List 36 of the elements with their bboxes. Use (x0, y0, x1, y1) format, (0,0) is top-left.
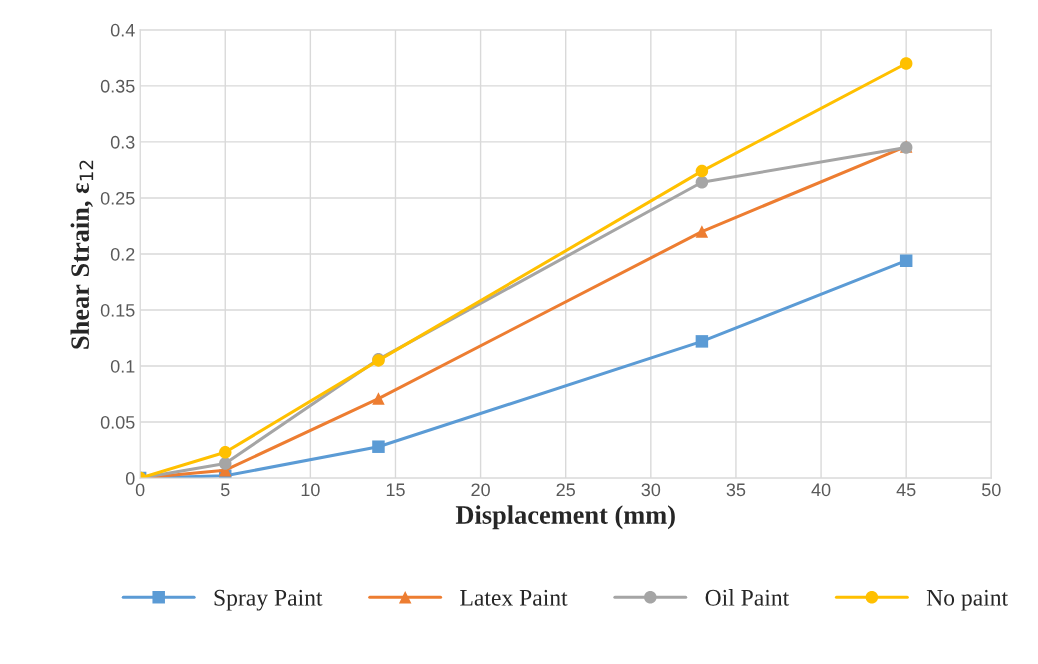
y-tick-label: 0.05 (100, 415, 135, 429)
x-tick-label: 10 (301, 483, 320, 497)
y-tick-label: 0.35 (100, 79, 135, 93)
point (695, 225, 709, 238)
point (899, 57, 913, 70)
point (695, 176, 709, 189)
x-tick-label: 35 (726, 483, 746, 497)
y-tick-label: 0.4 (110, 23, 135, 37)
y-tick-label: 0.2 (110, 247, 135, 261)
y-tick-label: 0 (125, 472, 135, 485)
x-tick-label: 20 (471, 483, 490, 497)
point (899, 254, 913, 267)
x-tick-label: 30 (641, 483, 661, 497)
point (695, 164, 709, 178)
y-tick-label: 0.1 (110, 359, 135, 373)
legend-label: No paint (926, 589, 1008, 611)
y-axis-title: Shear Strain, ε$_{12}$ (70, 160, 94, 349)
legend-label: Spray Paint (214, 589, 323, 611)
x-tick-label: 25 (556, 483, 575, 497)
x-tick-label: 50 (981, 483, 1001, 497)
point (372, 440, 385, 453)
x-tick-label: 5 (220, 483, 230, 497)
x-axis-title: Displacement (mm) (455, 505, 675, 530)
legend-label: Oil Paint (705, 589, 790, 606)
point (219, 446, 232, 459)
x-tick-label: 0 (135, 483, 145, 497)
point (219, 457, 232, 470)
y-tick-label: 0.3 (110, 135, 135, 149)
point (372, 392, 385, 405)
y-tick-label: 0.25 (100, 191, 135, 205)
x-tick-label: 45 (896, 483, 916, 497)
x-tick-label: 40 (811, 483, 831, 497)
point (695, 335, 709, 348)
y-tick-label: 0.15 (100, 303, 135, 317)
x-tick-label: 15 (386, 483, 405, 497)
legend-label: Latex Paint (460, 589, 568, 606)
